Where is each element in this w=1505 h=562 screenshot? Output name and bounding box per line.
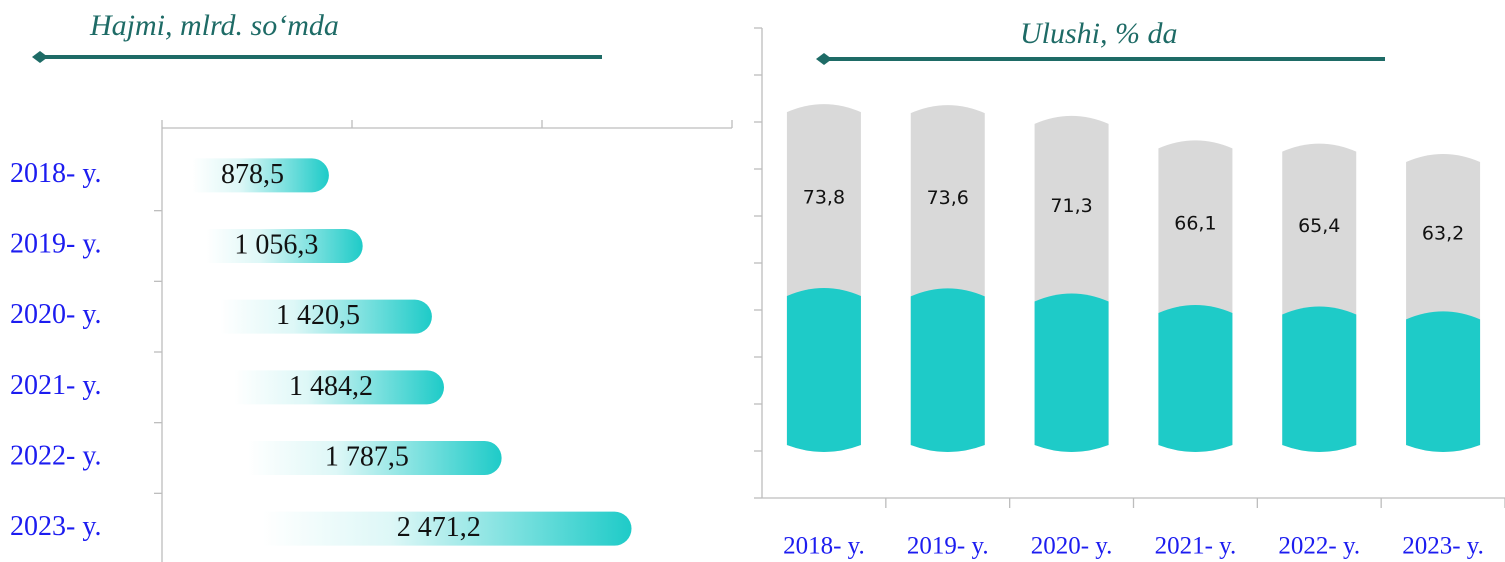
x-tick-label: 2021- y. — [1155, 533, 1237, 560]
bar — [220, 299, 432, 334]
value-label: 63,2 — [1422, 223, 1464, 245]
y-tick-label: 2019- y. — [10, 228, 102, 259]
value-label: 2 471,2 — [397, 512, 481, 543]
value-label: 66,1 — [1174, 213, 1216, 235]
bar — [206, 229, 363, 263]
value-label: 71,3 — [1050, 195, 1092, 217]
y-tick-label: 2022- y. — [10, 440, 102, 471]
bar-fill — [1158, 304, 1233, 452]
bar-fill — [1034, 293, 1109, 452]
x-tick-label: 2022- y. — [1278, 533, 1360, 560]
x-tick-label: 2023- y. — [1402, 533, 1484, 560]
bar — [192, 158, 329, 193]
value-label: 73,6 — [927, 187, 969, 209]
title-diamond — [32, 51, 48, 63]
bar-fill — [1282, 306, 1357, 452]
value-label: 1 787,5 — [325, 441, 409, 472]
x-tick-label: 2019- y. — [907, 533, 989, 560]
bar — [262, 511, 632, 546]
value-label: 65,4 — [1298, 215, 1340, 237]
bar — [248, 441, 502, 475]
bar — [234, 370, 444, 405]
value-label: 73,8 — [803, 186, 845, 208]
x-tick-label: 2020- y. — [1031, 533, 1113, 560]
chart-title: Ulushi, % da — [1020, 17, 1178, 50]
y-tick-label: 2020- y. — [10, 299, 102, 330]
bar-fill — [910, 288, 985, 452]
x-tick-label: 2018- y. — [783, 533, 865, 560]
y-tick-label: 2021- y. — [10, 370, 102, 401]
value-label: 1 484,2 — [289, 371, 373, 402]
value-label: 1 056,3 — [234, 229, 318, 260]
y-tick-label: 2018- y. — [10, 158, 102, 189]
chart-title: Hajmi, mlrd. so‘mda — [89, 9, 339, 42]
value-label: 1 420,5 — [276, 300, 360, 331]
y-tick-label: 2023- y. — [10, 511, 102, 542]
title-diamond — [816, 53, 832, 65]
value-label: 878,5 — [221, 159, 284, 190]
bar-fill — [786, 287, 861, 452]
bar-fill — [1406, 311, 1481, 452]
